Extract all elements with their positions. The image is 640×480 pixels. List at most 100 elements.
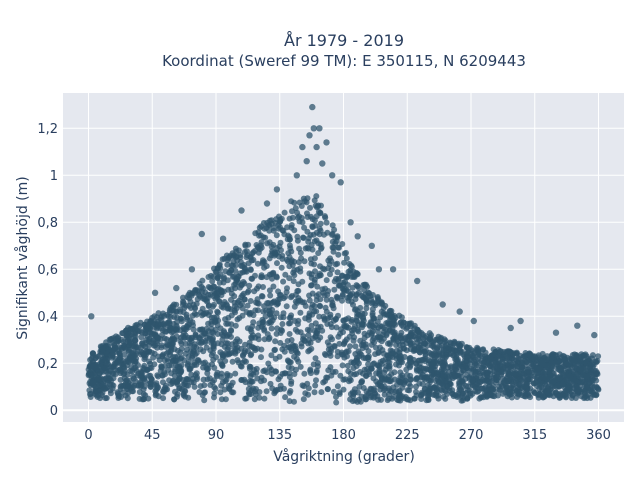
data-point	[512, 362, 519, 369]
data-point	[258, 239, 265, 246]
data-point	[215, 265, 222, 272]
data-point	[522, 350, 529, 356]
data-point	[264, 300, 271, 307]
data-point	[472, 356, 479, 363]
x-tick-label: 135	[267, 428, 292, 443]
data-point	[507, 384, 514, 391]
outlier-point	[347, 219, 354, 226]
data-point	[305, 316, 312, 323]
data-point	[104, 356, 111, 363]
data-point	[329, 222, 336, 229]
data-point	[306, 297, 313, 304]
data-point	[549, 384, 556, 391]
data-point	[414, 347, 421, 354]
data-point	[288, 198, 295, 205]
data-point	[396, 362, 402, 369]
data-point	[200, 311, 207, 318]
data-point	[278, 264, 285, 271]
data-point	[224, 332, 231, 339]
data-point	[184, 316, 191, 323]
data-point	[429, 342, 435, 349]
data-point	[171, 336, 178, 343]
data-point	[499, 390, 506, 397]
data-point	[288, 365, 295, 372]
data-point	[260, 308, 267, 315]
data-point	[228, 321, 235, 328]
data-point	[523, 381, 530, 387]
data-point	[324, 386, 331, 392]
data-point	[593, 370, 600, 377]
data-point	[282, 271, 289, 278]
data-point	[133, 350, 140, 357]
data-point	[554, 382, 561, 389]
data-point	[163, 341, 170, 348]
data-point	[263, 224, 270, 231]
data-point	[595, 353, 602, 360]
data-point	[349, 317, 355, 323]
data-point	[420, 356, 427, 363]
data-point	[214, 340, 221, 347]
data-point	[221, 299, 228, 305]
data-point	[573, 352, 580, 358]
x-tick-label: 225	[395, 428, 420, 443]
data-point	[99, 346, 106, 353]
data-point	[261, 367, 268, 374]
data-point	[573, 365, 580, 372]
x-axis-label: Vågriktning (grader)	[273, 448, 415, 465]
data-point	[234, 257, 241, 264]
data-point	[291, 267, 298, 274]
data-point	[287, 320, 293, 327]
data-point	[361, 330, 368, 337]
data-point	[133, 355, 140, 362]
data-point	[177, 306, 183, 313]
data-point	[405, 333, 412, 340]
data-point	[241, 376, 248, 383]
data-point	[398, 329, 405, 336]
data-point	[208, 272, 214, 279]
data-point	[506, 371, 513, 378]
data-point	[369, 306, 376, 313]
data-point	[333, 275, 339, 282]
outlier-point	[354, 233, 361, 240]
outlier-point	[456, 308, 463, 315]
data-point	[288, 312, 295, 319]
data-point	[305, 332, 312, 339]
data-point	[314, 273, 321, 280]
data-point	[318, 389, 325, 396]
data-point	[320, 379, 327, 386]
data-point	[141, 356, 148, 363]
data-point	[148, 349, 155, 356]
outlier-point	[337, 179, 344, 186]
data-point	[399, 393, 406, 400]
data-point	[222, 316, 229, 323]
data-point	[376, 368, 383, 375]
data-point	[277, 373, 284, 380]
data-point	[293, 356, 300, 362]
data-point	[324, 291, 331, 298]
data-point	[272, 388, 279, 395]
data-point	[515, 355, 522, 362]
data-point	[183, 382, 190, 389]
data-point	[213, 290, 220, 297]
data-point	[388, 371, 395, 378]
data-point	[247, 363, 254, 370]
data-point	[256, 394, 263, 401]
data-point	[348, 298, 355, 305]
data-point	[143, 347, 150, 354]
data-point	[342, 316, 349, 323]
data-point	[344, 282, 351, 288]
data-point	[372, 351, 379, 358]
data-point	[399, 384, 406, 391]
data-point	[383, 330, 390, 337]
data-point	[554, 374, 561, 381]
data-point	[270, 283, 277, 290]
data-point	[333, 324, 340, 331]
data-point	[288, 380, 295, 387]
data-point	[258, 354, 264, 361]
data-point	[251, 345, 258, 352]
data-point	[217, 287, 224, 293]
data-point	[280, 278, 287, 285]
data-point	[171, 314, 178, 320]
data-point	[397, 379, 404, 386]
data-point	[162, 371, 168, 378]
